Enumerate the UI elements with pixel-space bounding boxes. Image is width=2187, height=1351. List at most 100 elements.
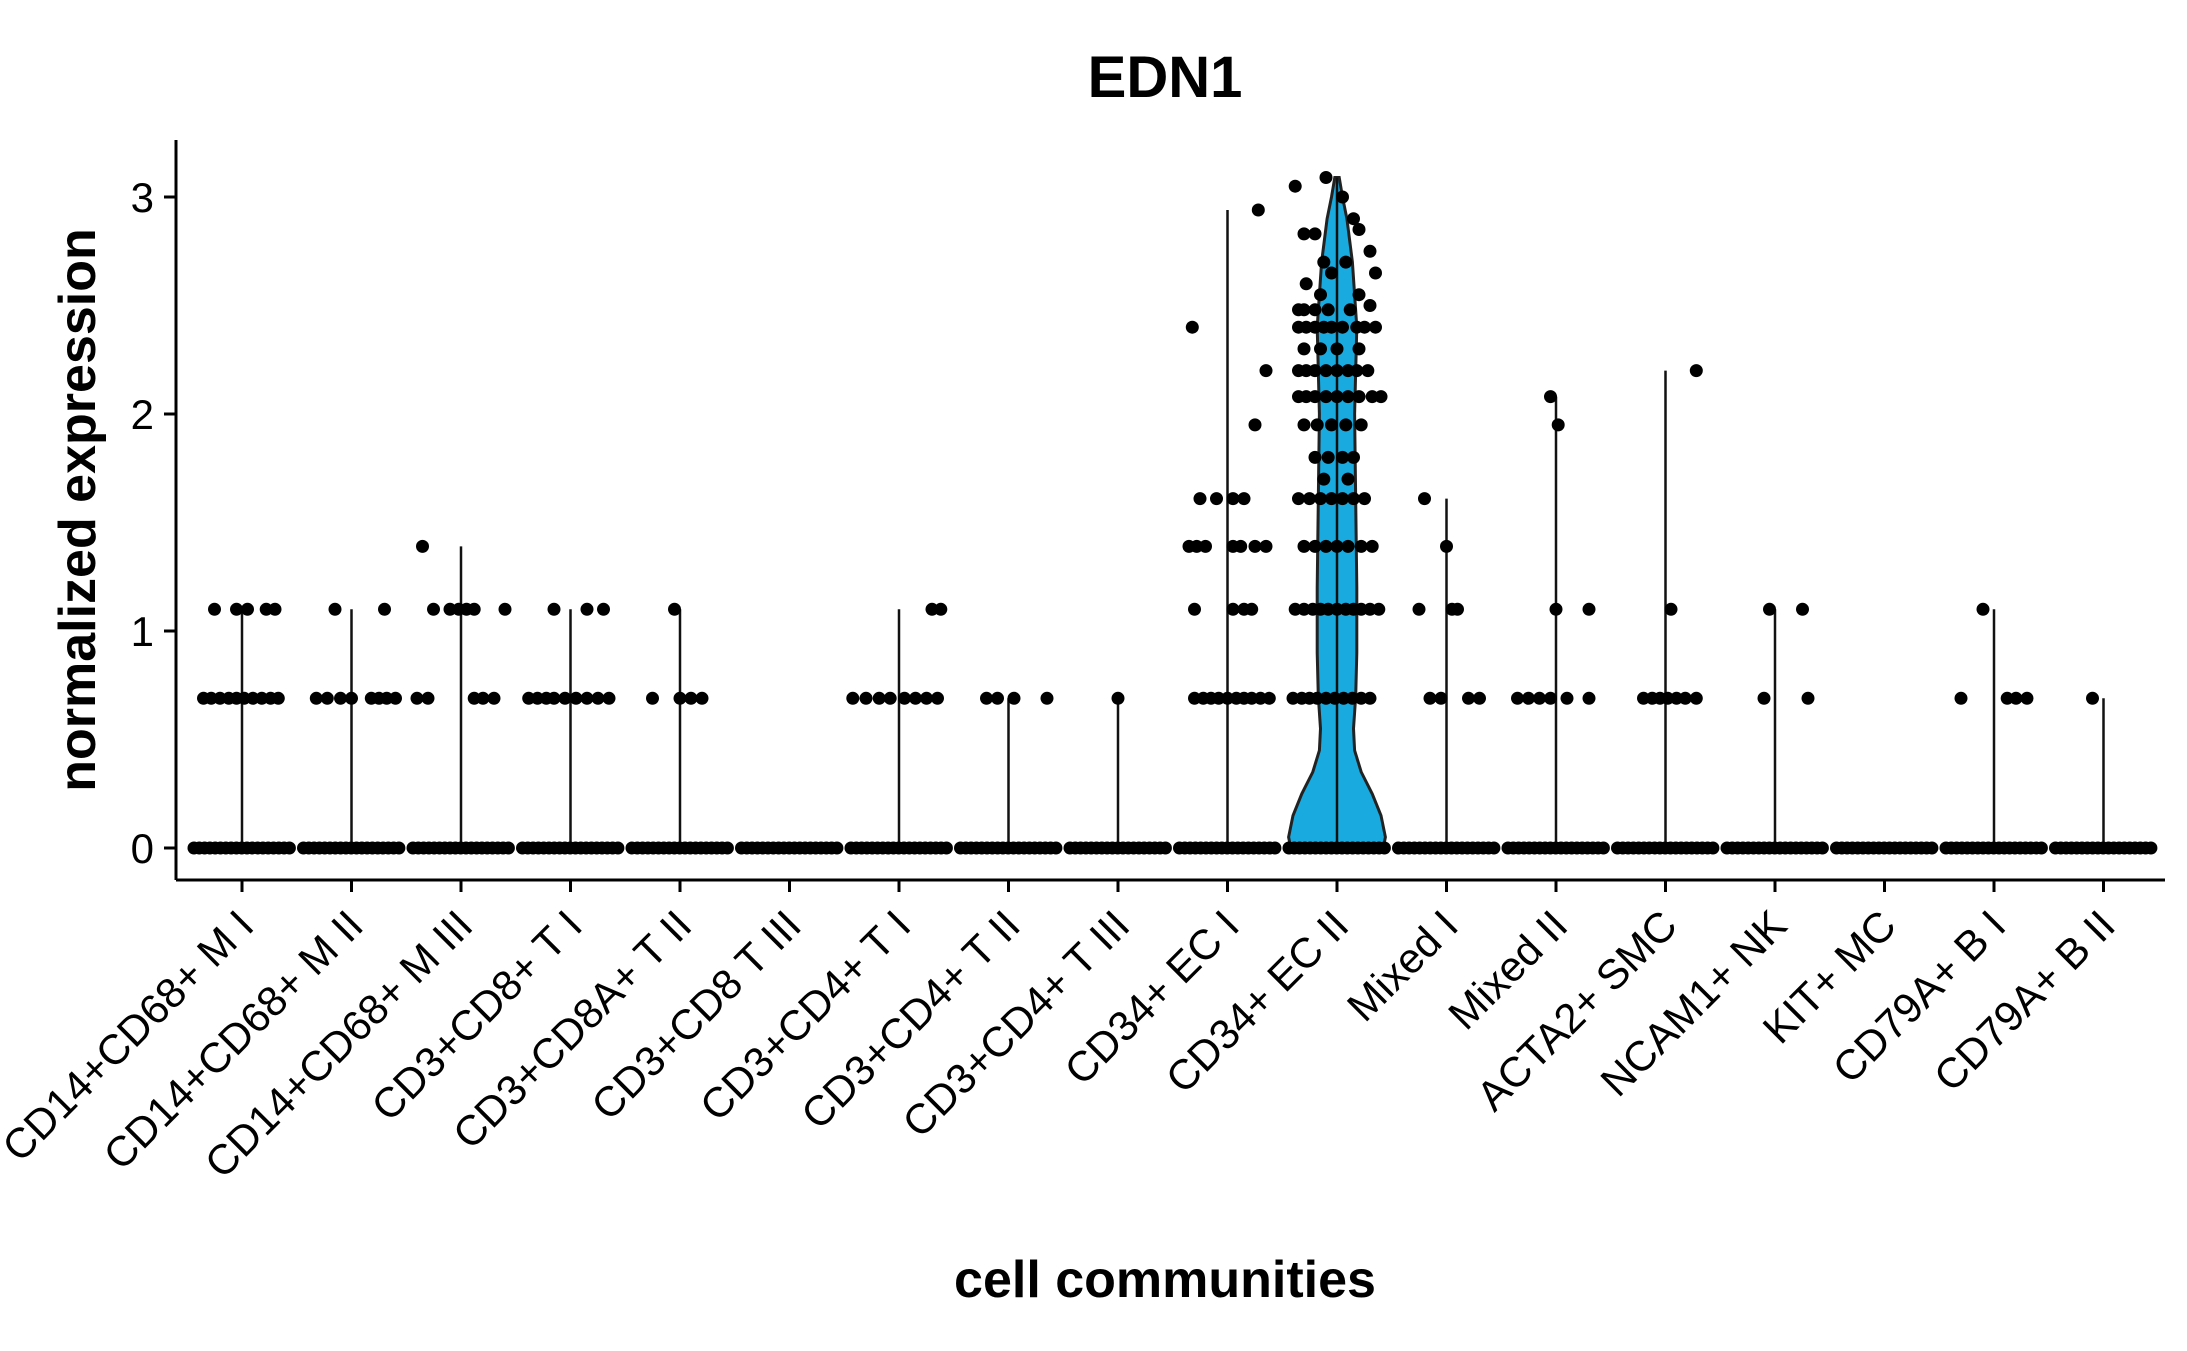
data-point: [611, 841, 625, 855]
data-point: [1551, 418, 1565, 432]
data-point: [1582, 691, 1596, 705]
data-point: [487, 691, 501, 705]
data-point: [1341, 472, 1355, 486]
data-point: [1193, 492, 1207, 506]
data-point: [597, 602, 610, 616]
data-point: [268, 602, 282, 616]
data-point: [1330, 539, 1344, 553]
data-point: [1317, 472, 1331, 486]
data-point: [646, 691, 659, 705]
data-point: [2034, 841, 2048, 855]
data-point: [271, 691, 285, 705]
data-point: [558, 691, 572, 705]
data-point: [1299, 277, 1313, 291]
data-point: [1423, 691, 1437, 705]
data-point: [1259, 539, 1273, 553]
data-point: [1352, 288, 1366, 302]
data-point: [1319, 171, 1333, 184]
data-point: [931, 691, 944, 705]
data-point: [1347, 212, 1360, 226]
y-tick-label: 0: [131, 825, 154, 872]
data-point: [1319, 539, 1333, 553]
data-point: [1325, 320, 1338, 334]
data-point: [1308, 364, 1322, 378]
data-point: [416, 539, 429, 553]
data-point: [2009, 691, 2023, 705]
data-point: [1308, 303, 1322, 317]
data-point: [320, 691, 334, 705]
data-point: [1314, 342, 1327, 356]
data-point: [1350, 364, 1364, 378]
data-point: [1801, 691, 1815, 705]
data-point: [1297, 418, 1311, 432]
data-point: [1544, 691, 1557, 705]
data-point: [1582, 602, 1596, 616]
data-point: [1040, 691, 1054, 705]
data-point: [1706, 841, 1720, 855]
data-point: [1325, 418, 1338, 432]
data-point: [1199, 539, 1212, 553]
data-point: [846, 691, 860, 705]
data-point: [1434, 691, 1448, 705]
y-tick-label: 3: [131, 174, 154, 221]
data-point: [920, 691, 933, 705]
data-point: [389, 691, 402, 705]
data-point: [1473, 691, 1486, 705]
data-point: [1292, 492, 1305, 506]
data-point: [501, 841, 515, 855]
data-point: [1297, 227, 1311, 241]
data-point: [980, 691, 993, 705]
data-point: [309, 691, 323, 705]
data-point: [1319, 390, 1333, 404]
data-point: [1440, 539, 1453, 553]
data-point: [1234, 539, 1248, 553]
plot-area: [187, 171, 2158, 855]
data-point: [427, 602, 440, 616]
data-point: [909, 691, 922, 705]
data-point: [1268, 841, 1282, 855]
data-point: [898, 691, 911, 705]
data-point: [1689, 364, 1703, 378]
data-point: [1188, 602, 1201, 616]
data-point: [991, 691, 1004, 705]
data-point: [1341, 539, 1355, 553]
data-point: [410, 691, 424, 705]
data-point: [859, 691, 873, 705]
data-point: [1352, 223, 1366, 236]
data-point: [1678, 691, 1692, 705]
data-point: [1352, 390, 1366, 404]
data-point: [1330, 364, 1344, 378]
data-point: [498, 602, 512, 616]
data-point: [1330, 390, 1344, 404]
data-point: [1358, 492, 1371, 506]
data-point: [580, 691, 594, 705]
data-point: [1372, 602, 1386, 616]
data-point: [1262, 691, 1276, 705]
data-point: [1336, 190, 1349, 204]
data-point: [1314, 288, 1327, 302]
data-point: [872, 691, 886, 705]
data-point: [1297, 539, 1311, 553]
data-point: [1352, 342, 1366, 356]
data-point: [1330, 342, 1344, 356]
data-point: [334, 691, 347, 705]
data-point: [1158, 841, 1172, 855]
data-point: [1377, 841, 1391, 855]
data-point: [1310, 418, 1324, 432]
data-point: [1321, 450, 1335, 464]
data-point: [1487, 841, 1501, 855]
data-point: [1339, 255, 1353, 269]
data-point: [1462, 691, 1475, 705]
data-point: [547, 602, 561, 616]
data-point: [1248, 418, 1262, 432]
data-point: [1374, 390, 1388, 404]
data-point: [1925, 841, 1939, 855]
data-point: [1288, 179, 1302, 193]
data-point: [1763, 602, 1776, 616]
data-point: [1308, 227, 1322, 241]
data-point: [580, 602, 594, 616]
data-point: [345, 691, 358, 705]
data-point: [1363, 299, 1377, 312]
data-point: [1369, 320, 1382, 334]
